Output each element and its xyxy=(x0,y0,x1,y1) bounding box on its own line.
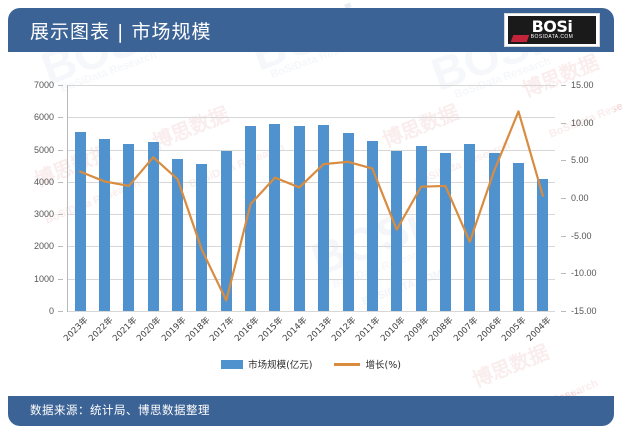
right-axis-tick-mark xyxy=(561,198,566,199)
growth-polyline xyxy=(80,111,543,300)
gridline xyxy=(68,214,555,216)
left-axis-tick-mark xyxy=(58,246,63,248)
left-axis-tick-label: 7000 xyxy=(33,80,54,90)
right-axis-tick-mark xyxy=(561,273,566,275)
bar[interactable] xyxy=(512,162,524,311)
right-axis-tick-mark xyxy=(561,160,566,162)
left-axis-tick-label: 3000 xyxy=(33,209,54,220)
legend-bar-swatch-icon xyxy=(221,359,244,369)
bar[interactable] xyxy=(74,131,86,311)
bar[interactable] xyxy=(269,124,281,311)
bar[interactable] xyxy=(488,152,500,311)
bar[interactable] xyxy=(293,126,305,311)
right-axis-tick-mark xyxy=(561,311,566,312)
bar[interactable] xyxy=(537,178,549,311)
bar[interactable] xyxy=(415,145,427,311)
legend-label: 市场规模(亿元) xyxy=(248,360,313,371)
logo-subtext: BOSIDATA.COM xyxy=(530,33,574,40)
left-axis-tick-mark xyxy=(58,214,63,216)
right-axis-tick-label: 15.00 xyxy=(571,80,594,90)
chart-gridlines xyxy=(68,85,555,312)
left-axis-tick-mark xyxy=(58,149,63,151)
right-axis-tick-mark xyxy=(561,85,566,86)
gridline xyxy=(68,311,555,312)
gridline xyxy=(68,246,555,248)
bar[interactable] xyxy=(439,152,451,311)
left-axis-tick-mark xyxy=(58,117,63,119)
page-footer: 数据来源：统计局、博思数据整理 xyxy=(8,396,614,426)
right-axis-tick-label: -5.00 xyxy=(571,230,592,241)
gridline xyxy=(68,149,555,151)
data-source-text: 数据来源：统计局、博思数据整理 xyxy=(30,403,210,417)
left-axis-ticks: 0 1000 2000 3000 4000 5000 6000 7000 xyxy=(8,80,63,316)
bar[interactable] xyxy=(342,133,354,311)
gridline xyxy=(68,278,555,280)
bar[interactable] xyxy=(99,139,111,311)
right-axis-tick-label: -15.00 xyxy=(571,306,597,316)
right-axis-ticks: -15.00 -10.00 -5.00 0.00 5.00 10.00 15.00 xyxy=(561,80,611,316)
bar[interactable] xyxy=(220,151,232,311)
left-axis-tick-mark xyxy=(58,85,63,86)
legend-item-market-size[interactable]: 市场规模(亿元) xyxy=(221,357,312,371)
bar[interactable] xyxy=(245,126,257,311)
left-axis-tick-mark xyxy=(58,311,63,312)
legend-line-swatch-icon xyxy=(334,362,361,366)
left-axis-line xyxy=(67,85,68,312)
bar[interactable] xyxy=(123,143,135,311)
left-axis-tick-label: 1000 xyxy=(33,273,54,284)
bar[interactable] xyxy=(366,140,378,311)
left-axis-tick-label: 0 xyxy=(48,306,54,316)
bar[interactable] xyxy=(172,159,184,311)
bosi-logo: BOSi BOSIDATA.COM xyxy=(504,13,600,47)
logo-swoosh-icon xyxy=(510,35,530,42)
page-header: 展示图表 | 市场规模 BOSi BOSIDATA.COM xyxy=(8,8,614,52)
right-axis-tick-label: 5.00 xyxy=(571,155,589,166)
logo-inner: BOSi BOSIDATA.COM xyxy=(508,16,596,44)
legend-item-growth[interactable]: 增长(%) xyxy=(334,357,401,371)
gridline xyxy=(68,181,555,183)
logo-wordmark: BOSi xyxy=(531,16,573,36)
bar[interactable] xyxy=(318,125,330,311)
chart-legend: 市场规模(亿元) 增长(%) xyxy=(8,357,614,371)
bar[interactable] xyxy=(196,164,208,311)
gridline xyxy=(68,85,555,86)
left-axis-tick-label: 4000 xyxy=(33,176,54,187)
left-axis-tick-mark xyxy=(58,181,63,183)
right-axis-tick-mark xyxy=(561,122,566,124)
growth-line-series xyxy=(68,85,555,311)
left-axis-tick-mark xyxy=(58,278,63,280)
page-title: 展示图表 | 市场规模 xyxy=(30,21,212,43)
chart-plate: 0 1000 2000 3000 4000 5000 6000 7000 -15.00 -10.… xyxy=(8,52,614,392)
gridline xyxy=(68,117,555,119)
right-axis-tick-label: -10.00 xyxy=(571,268,597,279)
right-axis-tick-mark xyxy=(561,235,566,237)
right-axis-tick-label: 10.00 xyxy=(571,117,594,128)
left-axis-tick-label: 6000 xyxy=(33,112,54,123)
left-axis-tick-label: 2000 xyxy=(33,241,54,252)
right-axis-tick-label: 0.00 xyxy=(571,193,589,203)
bar[interactable] xyxy=(147,141,159,311)
bar[interactable] xyxy=(391,150,403,311)
left-axis-tick-label: 5000 xyxy=(33,144,54,155)
bar[interactable] xyxy=(464,143,476,311)
legend-label: 增长(%) xyxy=(365,360,401,371)
bar-series xyxy=(68,85,555,311)
